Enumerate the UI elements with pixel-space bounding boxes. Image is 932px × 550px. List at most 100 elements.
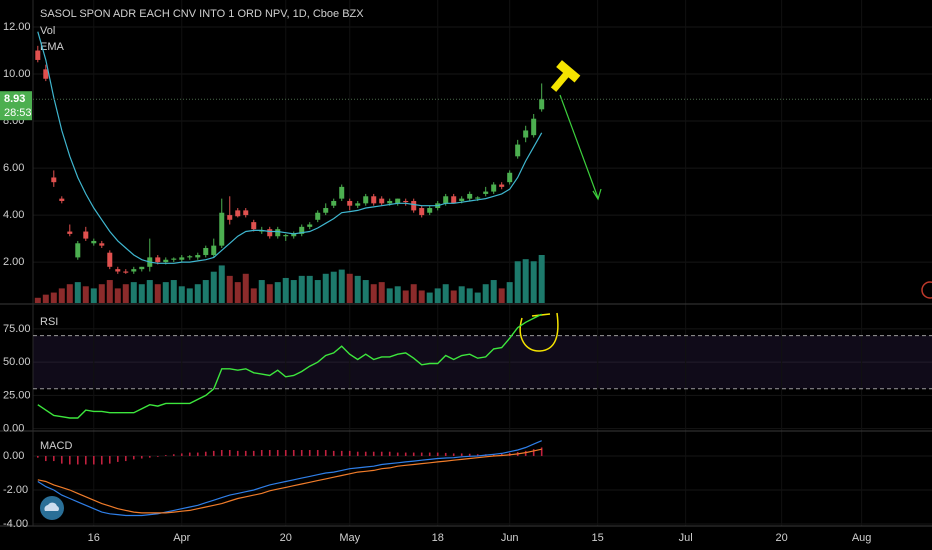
candle-body: [539, 99, 545, 110]
volume-bar: [322, 273, 329, 303]
y-tick-label: -4.00: [3, 518, 28, 530]
volume-bar: [178, 286, 185, 303]
histogram-bar: [532, 449, 535, 456]
volume-bar: [194, 284, 201, 303]
volume-bar: [490, 280, 497, 303]
histogram-bar: [268, 450, 271, 456]
indicator-name: RSI: [40, 316, 58, 328]
volume-bar: [138, 284, 145, 303]
histogram-bar: [524, 450, 527, 456]
candle-body: [51, 177, 57, 183]
y-tick-label: 6.00: [3, 162, 24, 174]
histogram-bar: [236, 450, 239, 456]
volume-bar: [514, 261, 521, 303]
volume-bar: [306, 275, 313, 303]
volume-bar: [122, 284, 129, 303]
candle-body: [99, 243, 105, 246]
histogram-bar: [228, 450, 231, 456]
y-tick-label: 0.00: [3, 423, 24, 435]
volume-bar: [242, 273, 249, 303]
volume-bar: [298, 275, 305, 303]
histogram-bar: [172, 454, 175, 456]
price-label: 8.93: [4, 93, 25, 105]
histogram-bar: [188, 452, 191, 456]
volume-bar: [426, 292, 433, 303]
volume-bar: [90, 288, 97, 303]
candle-body: [227, 215, 233, 220]
histogram-bar: [156, 455, 159, 457]
candle-body: [323, 208, 329, 213]
arrow-annotation: [559, 94, 599, 199]
candle-body: [403, 200, 409, 203]
candle-body: [43, 69, 49, 79]
volume-bar: [146, 280, 153, 303]
histogram-bar: [540, 447, 543, 456]
volume-bar: [266, 284, 273, 303]
volume-bar: [234, 282, 241, 303]
histogram-bar: [340, 450, 343, 456]
volume-bar: [50, 292, 57, 303]
histogram-bar: [52, 455, 55, 462]
histogram-bar: [164, 455, 167, 456]
candle-body: [107, 252, 113, 267]
candle-body: [531, 118, 537, 136]
volume-bar: [66, 284, 73, 303]
histogram-bar: [108, 455, 111, 464]
histogram-bar: [412, 452, 415, 456]
histogram-bar: [316, 450, 319, 456]
volume-bar: [202, 280, 209, 303]
volume-bar: [394, 286, 401, 303]
volume-bar: [282, 277, 289, 303]
candle-body: [187, 256, 193, 258]
volume-bar: [226, 275, 233, 303]
histogram-bar: [308, 450, 311, 456]
candle-body: [267, 229, 273, 237]
candle-body: [131, 269, 137, 272]
candle-body: [339, 186, 345, 199]
x-tick-label: 18: [432, 532, 444, 544]
candle-body: [451, 196, 457, 204]
candle-body: [515, 144, 521, 157]
volume-bar: [114, 288, 121, 303]
candle-body: [523, 130, 529, 138]
candle-body: [379, 198, 385, 204]
histogram-bar: [68, 455, 71, 465]
candle-body: [67, 231, 73, 234]
candle-body: [371, 196, 377, 204]
rsi-line: [37, 313, 543, 419]
volume-bar: [330, 271, 337, 303]
volume-bar: [186, 288, 193, 303]
volume-bar: [466, 288, 473, 303]
volume-bar: [434, 288, 441, 303]
volume-bar: [250, 288, 257, 303]
candle-body: [299, 226, 305, 234]
indicator-name: Vol: [40, 25, 55, 37]
arrow-head: [592, 188, 602, 201]
candle-body: [443, 196, 449, 204]
volume-bar: [338, 269, 345, 303]
candle-body: [419, 208, 425, 216]
volume-bar: [530, 261, 537, 303]
histogram-bar: [36, 455, 39, 458]
volume-bar: [82, 286, 89, 303]
histogram-bar: [60, 455, 63, 464]
candle-body: [195, 255, 201, 258]
price-label-box: [0, 91, 32, 121]
volume-bar: [522, 259, 529, 303]
histogram-bar: [356, 451, 359, 456]
candle-body: [291, 233, 297, 237]
candle-body: [83, 231, 89, 239]
volume-bar: [402, 290, 409, 303]
x-tick-label: May: [339, 532, 360, 544]
histogram-bar: [300, 450, 303, 456]
candle-body: [59, 198, 65, 201]
candle-body: [219, 212, 225, 246]
histogram-bar: [324, 450, 327, 456]
volume-bar: [450, 290, 457, 303]
volume-bar: [154, 284, 161, 303]
histogram-bar: [252, 450, 255, 456]
candle-body: [467, 193, 473, 199]
alert-icon[interactable]: [921, 281, 932, 299]
histogram-bar: [444, 452, 447, 456]
candle-body: [203, 247, 209, 256]
